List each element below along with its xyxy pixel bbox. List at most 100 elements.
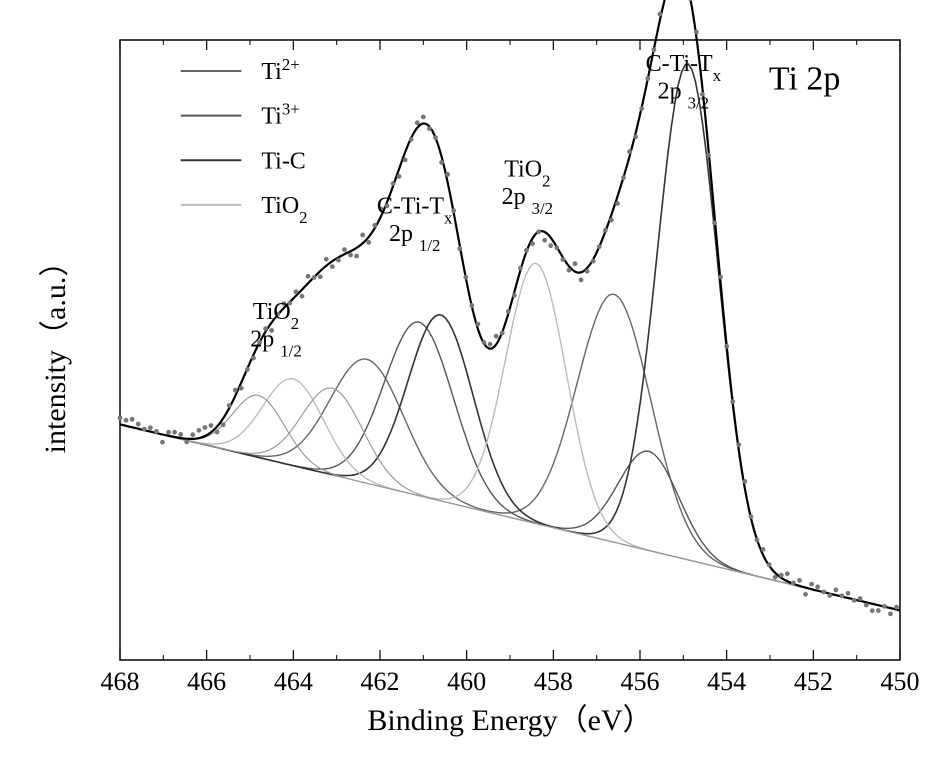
data-point (427, 126, 432, 131)
data-point (330, 264, 335, 269)
data-point (658, 12, 663, 17)
x-tick-label: 454 (707, 667, 746, 696)
data-point (245, 367, 250, 372)
data-point (130, 417, 135, 422)
data-point (742, 479, 747, 484)
data-point (761, 547, 766, 552)
data-point (864, 603, 869, 608)
x-tick-label: 452 (794, 667, 833, 696)
data-point (876, 608, 881, 613)
data-point (852, 598, 857, 603)
data-point (706, 153, 711, 158)
data-point (579, 278, 584, 283)
xps-chart-container: { "chart": { "type": "xps-spectrum", "wi… (0, 0, 942, 772)
data-point (312, 275, 317, 280)
data-point (894, 605, 899, 610)
data-point (439, 160, 444, 165)
data-point (688, 0, 693, 1)
data-point (888, 611, 893, 616)
data-point (221, 422, 226, 427)
data-point (342, 247, 347, 252)
data-point (160, 440, 165, 445)
data-point (803, 592, 808, 597)
data-point (354, 254, 359, 259)
data-point (324, 257, 329, 262)
data-point (567, 268, 572, 273)
spectrum-title: Ti 2p (769, 61, 841, 98)
data-point (294, 289, 299, 294)
data-point (184, 439, 189, 444)
data-point (178, 432, 183, 437)
data-point (833, 588, 838, 593)
legend-label: TiO2 (261, 193, 307, 227)
data-point (809, 582, 814, 587)
data-point (512, 293, 517, 298)
data-point (536, 229, 541, 234)
data-point (445, 172, 450, 177)
data-point (573, 261, 578, 266)
data-point (215, 430, 220, 435)
data-point (609, 218, 614, 223)
data-point (457, 246, 462, 251)
data-point (203, 425, 208, 430)
data-point (518, 266, 523, 271)
data-point (239, 386, 244, 391)
data-point (785, 571, 790, 576)
data-point (524, 248, 529, 253)
data-point (840, 593, 845, 598)
data-point (148, 425, 153, 430)
xps-svg: 468466464462460458456454452450Binding En… (0, 0, 942, 772)
data-point (779, 573, 784, 578)
data-point (827, 593, 832, 598)
data-point (791, 581, 796, 586)
data-point (476, 322, 481, 327)
data-point (166, 430, 171, 435)
data-point (209, 423, 214, 428)
data-point (190, 432, 195, 437)
data-point (730, 399, 735, 404)
data-point (409, 137, 414, 142)
data-point (118, 415, 123, 420)
data-point (372, 223, 377, 228)
data-point (318, 274, 323, 279)
data-point (858, 596, 863, 601)
data-point (300, 294, 305, 299)
component-tio2 (120, 263, 900, 610)
x-tick-label: 456 (621, 667, 660, 696)
x-axis-label: Binding Energy（eV） (367, 704, 652, 737)
y-axis-label: intensity（a.u.） (39, 247, 72, 454)
data-point (712, 221, 717, 226)
data-point (196, 428, 201, 433)
legend-label: Ti-C (261, 148, 305, 174)
data-point (548, 243, 553, 248)
legend-label: Ti2+ (261, 55, 299, 86)
data-point (227, 403, 232, 408)
data-point (870, 608, 875, 613)
data-point (397, 174, 402, 179)
data-point (500, 330, 505, 335)
data-point (433, 135, 438, 140)
data-point (755, 538, 760, 543)
data-point (403, 157, 408, 162)
data-point (542, 238, 547, 243)
x-tick-label: 460 (447, 667, 486, 696)
data-point (506, 309, 511, 314)
data-point (124, 418, 129, 423)
data-point (482, 340, 487, 345)
x-tick-label: 464 (274, 667, 313, 696)
plot-area (120, 40, 900, 660)
component-ti3 (120, 322, 900, 611)
data-point (821, 590, 826, 595)
data-point (415, 120, 420, 125)
data-point (749, 514, 754, 519)
data-point (718, 275, 723, 280)
data-point (815, 584, 820, 589)
x-tick-label: 450 (881, 667, 920, 696)
data-point (172, 430, 177, 435)
legend-label: Ti3+ (261, 99, 299, 130)
data-point (603, 228, 608, 233)
data-point (597, 244, 602, 249)
data-point (797, 578, 802, 583)
data-point (360, 233, 365, 238)
x-tick-label: 458 (534, 667, 573, 696)
